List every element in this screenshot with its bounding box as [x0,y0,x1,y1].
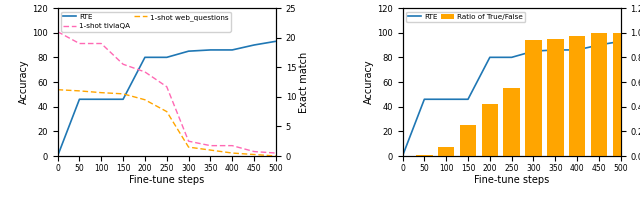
RTE [207,49,214,51]
RTE [163,56,171,59]
1-shot tiviaQA [76,42,83,45]
RTE [250,44,258,46]
RTE [617,40,625,43]
RTE [595,44,603,46]
Bar [591,33,607,156]
1-shot web_questions [250,153,258,156]
RTE [508,56,515,59]
Bar [503,88,520,156]
RTE [76,98,83,100]
X-axis label: Fine-tune steps: Fine-tune steps [129,175,204,185]
RTE [119,98,127,100]
Bar [547,39,564,156]
1-shot tiviaQA [97,42,105,45]
Bar [438,147,454,156]
Line: 1-shot web_questions: 1-shot web_questions [58,90,276,156]
1-shot tiviaQA [207,144,214,147]
RTE [54,155,61,157]
RTE [552,49,559,51]
Legend: RTE, 1-shot tiviaQA, 1-shot web_questions: RTE, 1-shot tiviaQA, 1-shot web_question… [61,12,230,32]
1-shot tiviaQA [119,63,127,65]
RTE [530,50,538,52]
1-shot web_questions [97,91,105,94]
Line: RTE: RTE [403,41,621,156]
RTE [399,155,406,157]
Y-axis label: Accuracy: Accuracy [19,60,29,104]
Bar [460,125,476,156]
1-shot web_questions [228,152,236,154]
RTE [420,98,428,100]
1-shot web_questions [119,93,127,95]
1-shot tiviaQA [272,152,280,154]
1-shot web_questions [207,149,214,151]
RTE [272,40,280,43]
1-shot web_questions [272,155,280,157]
RTE [185,50,193,52]
1-shot web_questions [141,99,148,101]
Bar [569,36,586,156]
1-shot tiviaQA [141,71,148,73]
Line: 1-shot tiviaQA: 1-shot tiviaQA [58,32,276,153]
1-shot tiviaQA [228,144,236,147]
RTE [141,56,148,59]
Line: RTE: RTE [58,41,276,156]
RTE [228,49,236,51]
1-shot web_questions [163,110,171,113]
Y-axis label: Exact match: Exact match [299,51,309,113]
RTE [486,56,493,59]
1-shot web_questions [185,146,193,148]
1-shot tiviaQA [250,150,258,153]
Bar [481,104,498,156]
Bar [612,33,629,156]
RTE [97,98,105,100]
RTE [464,98,472,100]
RTE [442,98,450,100]
Legend: RTE, Ratio of True/False: RTE, Ratio of True/False [406,12,525,22]
Y-axis label: Accuracy: Accuracy [364,60,374,104]
RTE [573,49,581,51]
X-axis label: Fine-tune steps: Fine-tune steps [474,175,549,185]
Bar [416,155,433,156]
1-shot tiviaQA [185,140,193,142]
1-shot tiviaQA [54,30,61,33]
1-shot tiviaQA [163,86,171,88]
Bar [525,40,542,156]
1-shot web_questions [54,88,61,91]
1-shot web_questions [76,90,83,92]
